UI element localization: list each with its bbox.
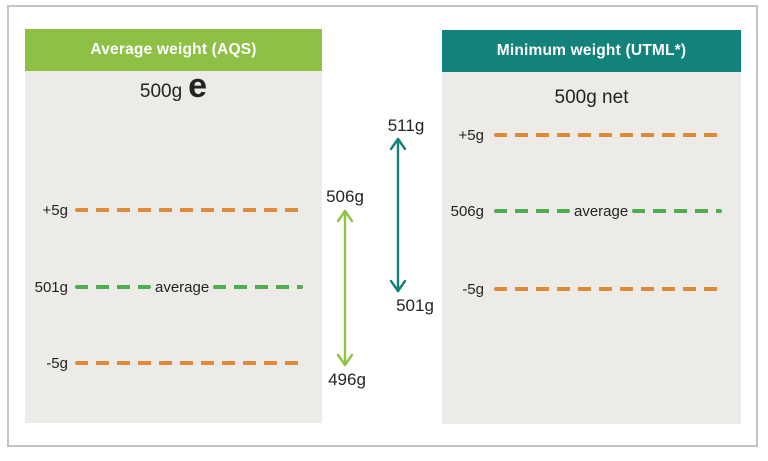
panel-minimum-weight: Minimum weight (UTML*) 500g net +5g 506g…	[442, 30, 741, 424]
range-bottom-label-aqs: 496g	[328, 370, 366, 389]
tolerance-label: +5g	[458, 126, 484, 144]
range-top-label-utml: 511g	[387, 116, 425, 135]
panel-minimum-weight-body: 500g net +5g 506g average -5g	[442, 72, 741, 424]
range-top-label-aqs: 506g	[326, 187, 364, 206]
estimated-e-mark: e	[188, 67, 208, 105]
tolerance-label: -5g	[46, 354, 68, 372]
tolerance-label: -5g	[462, 280, 484, 298]
declared-value: 500g	[139, 81, 183, 102]
average-line: 501g average	[25, 277, 322, 297]
average-value-label: 501g	[34, 278, 68, 296]
range-arrow-aqs-icon	[336, 209, 354, 367]
dashed-line-green	[494, 209, 570, 213]
declared-quantity-aqs: 500g e	[25, 69, 322, 103]
average-line: 506g average	[442, 201, 741, 221]
dashed-line-orange	[75, 208, 303, 212]
dashed-line-green	[213, 285, 303, 289]
average-text-label: average	[155, 278, 210, 296]
tolerance-line-minus5: -5g	[25, 353, 322, 373]
dashed-line-green	[75, 285, 151, 289]
panel-average-weight: Average weight (AQS) 500g e +5g 501g aver…	[25, 29, 322, 423]
range-bottom-label-utml: 501g	[396, 296, 434, 315]
average-text-label: average	[574, 202, 629, 220]
dashed-line-green	[632, 209, 722, 213]
dashed-line-orange	[75, 361, 303, 365]
panel-minimum-weight-header: Minimum weight (UTML*)	[442, 30, 741, 72]
dashed-line-orange	[494, 287, 722, 291]
tolerance-line-minus5: -5g	[442, 279, 741, 299]
tolerance-line-plus5: +5g	[25, 200, 322, 220]
panel-average-weight-body: 500g e +5g 501g average -5g	[25, 69, 322, 423]
dashed-line-orange	[494, 133, 722, 137]
range-arrow-utml-icon	[389, 137, 407, 293]
average-value-label: 506g	[450, 202, 484, 220]
panel-average-weight-header: Average weight (AQS)	[25, 29, 322, 71]
declared-quantity-net: 500g net	[554, 87, 629, 108]
tolerance-label: +5g	[42, 201, 68, 219]
tolerance-line-plus5: +5g	[442, 125, 741, 145]
